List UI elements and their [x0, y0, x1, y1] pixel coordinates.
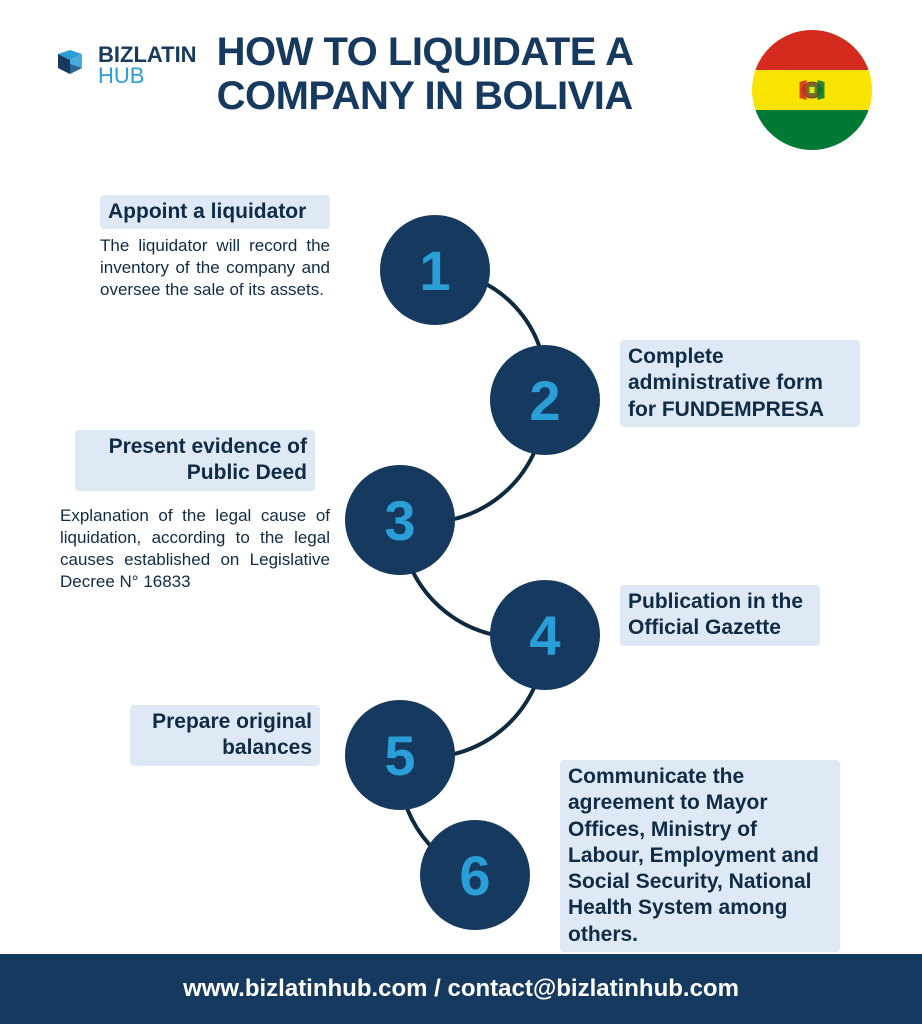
step-circle-5: 5	[345, 700, 455, 810]
logo-line2: HUB	[98, 63, 144, 88]
step-circle-3: 3	[345, 465, 455, 575]
bolivia-flag-icon	[752, 30, 872, 150]
logo-text: BIZLATIN HUB	[98, 45, 197, 87]
footer-text: www.bizlatinhub.com / contact@bizlatinhu…	[183, 975, 739, 1003]
step-label-3: Present evidence of Public Deed	[75, 430, 315, 491]
step-label-6: Communicate the agreement to Mayor Offic…	[560, 760, 840, 952]
flag-stripe-green	[752, 110, 872, 150]
step-label-1: Appoint a liquidator	[100, 195, 330, 229]
step-circle-4: 4	[490, 580, 600, 690]
flag-stripe-red	[752, 30, 872, 70]
step-desc-3: Explanation of the legal cause of liquid…	[60, 505, 330, 593]
step-desc-1: The liquidator will record the inventory…	[100, 235, 330, 301]
logo: BIZLATIN HUB	[50, 45, 197, 87]
step-label-5: Prepare original balances	[130, 705, 320, 766]
step-circle-2: 2	[490, 345, 600, 455]
page-title: HOW TO LIQUIDATE A COMPANY IN BOLIVIA	[217, 30, 732, 118]
step-label-2: Complete administrative form for FUNDEMP…	[620, 340, 860, 427]
step-circle-6: 6	[420, 820, 530, 930]
step-label-4: Publication in the Official Gazette	[620, 585, 820, 646]
steps-diagram: 1 Appoint a liquidator The liquidator will…	[0, 180, 922, 940]
step-circle-1: 1	[380, 215, 490, 325]
header: BIZLATIN HUB HOW TO LIQUIDATE A COMPANY …	[0, 0, 922, 160]
flag-emblem-icon	[795, 76, 830, 104]
logo-icon	[50, 46, 90, 86]
footer: www.bizlatinhub.com / contact@bizlatinhu…	[0, 954, 922, 1024]
